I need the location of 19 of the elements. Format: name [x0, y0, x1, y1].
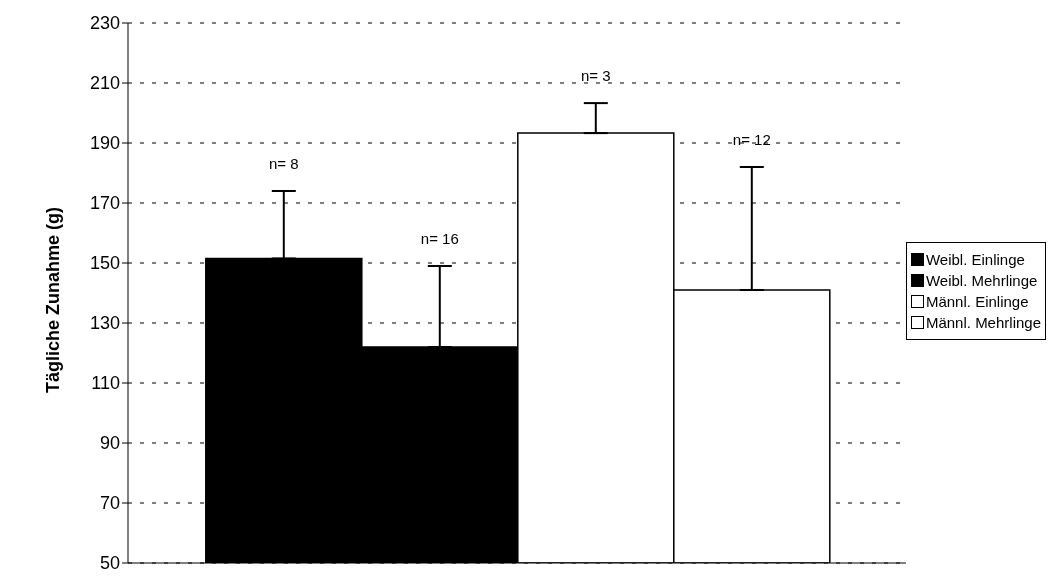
y-tick-label: 210: [89, 73, 120, 94]
y-tick-label: 50: [99, 553, 120, 574]
y-axis-title: Tägliche Zunahme (g): [43, 206, 64, 393]
y-tick-label: 90: [99, 433, 120, 454]
legend-label: Weibl. Mehrlinge: [925, 271, 1038, 289]
y-tick-label: 190: [89, 133, 120, 154]
annotation: n= 3: [580, 67, 611, 85]
y-tick-label: 70: [99, 493, 120, 514]
legend-label: Weibl. Einlinge: [925, 250, 1025, 268]
y-tick-label: 230: [89, 13, 120, 34]
annotation: n= 12: [732, 131, 771, 148]
y-tick-label: 170: [89, 193, 120, 214]
annotation: n= 16: [420, 230, 459, 247]
legend-label: Männl. Mehrlinge: [925, 313, 1041, 331]
y-tick-label: 110: [91, 373, 120, 394]
y-tick-label: 150: [89, 253, 120, 274]
legend-label: Männl. Einlinge: [925, 292, 1029, 310]
y-tick-label: 130: [89, 313, 120, 334]
annotation: n= 8: [268, 155, 299, 172]
